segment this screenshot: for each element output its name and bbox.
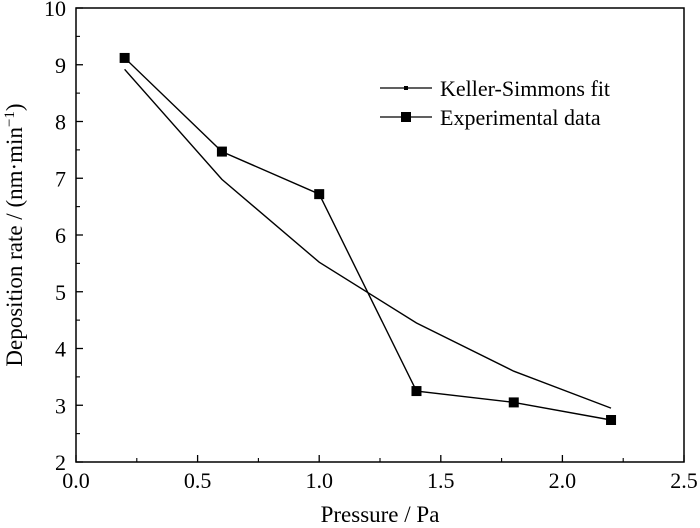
experimental-data-point: [508, 397, 519, 408]
y-tick-label: 7: [55, 166, 66, 191]
legend-label-exp: Experimental data: [440, 105, 601, 130]
y-axis-title-close: ): [2, 103, 27, 111]
y-tick-label: 2: [55, 450, 66, 475]
x-axis: 0.0 0.5 1.0 1.5 2.0 2.5: [62, 455, 698, 493]
y-tick-label: 9: [55, 53, 66, 78]
y-axis: 2 3 4 5 6 7 8 9 10: [44, 0, 83, 475]
experimental-data-point: [216, 146, 227, 157]
y-tick-label: 8: [55, 110, 66, 135]
x-tick-label: 0.0: [62, 468, 90, 493]
y-axis-title-main: Deposition rate / (nm·min: [2, 127, 27, 367]
legend-label-fit: Keller-Simmons fit: [440, 76, 610, 101]
legend: Keller-Simmons fit Experimental data: [380, 76, 610, 130]
y-tick-label: 5: [55, 280, 66, 305]
series-layer: [119, 52, 617, 426]
experimental-data-point: [411, 386, 422, 397]
x-tick-label: 1.5: [427, 468, 455, 493]
experimental-data-point: [606, 415, 617, 426]
x-axis-title: Pressure / Pa: [321, 502, 440, 527]
y-axis-title-sup: −1: [2, 111, 18, 127]
y-tick-label: 6: [55, 223, 66, 248]
x-tick-label: 0.5: [184, 468, 212, 493]
x-tick-label: 2.0: [549, 468, 577, 493]
experimental-data-point: [314, 189, 325, 200]
experimental-data-point: [119, 52, 130, 63]
legend-marker-exp: [401, 112, 411, 122]
y-tick-label: 10: [44, 0, 66, 21]
y-axis-title: Deposition rate / (nm·min−1): [2, 103, 27, 366]
legend-marker-fit: [404, 86, 408, 90]
x-tick-label: 1.0: [305, 468, 333, 493]
y-tick-label: 3: [55, 393, 66, 418]
y-tick-label: 4: [55, 337, 66, 362]
experimental-series-line: [124, 57, 612, 421]
x-tick-label: 2.5: [670, 468, 698, 493]
